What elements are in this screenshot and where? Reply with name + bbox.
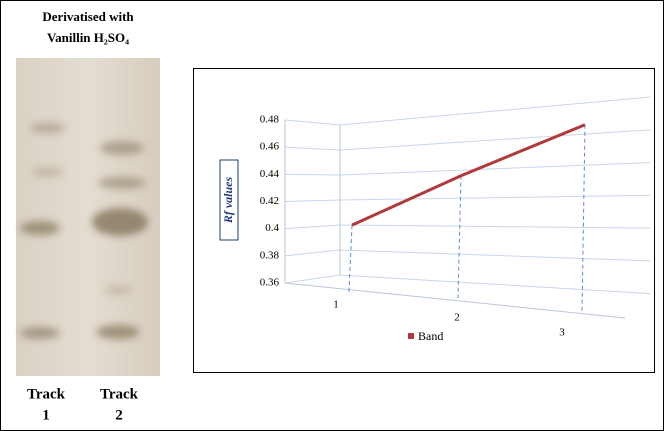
y-axis-label: Rf values: [221, 177, 235, 225]
track-label: 1: [42, 407, 50, 423]
drop-line: [581, 124, 586, 314]
y-tick-label: 0.38: [260, 249, 280, 261]
chart-frame: [193, 68, 655, 373]
legend-label: Band: [418, 329, 443, 343]
tlc-plate: [16, 58, 160, 376]
plate-title: Derivatised with: [42, 9, 134, 24]
x-tick-label: 3: [559, 327, 565, 339]
y-tick-label: 0.44: [260, 168, 280, 180]
track-label: 2: [115, 407, 123, 423]
plate-title: Vanillin H₂SO₄: [47, 30, 129, 45]
series-line: [351, 123, 586, 227]
y-tick-label: 0.46: [260, 141, 280, 153]
legend-swatch: [408, 333, 414, 339]
y-tick-label: 0.4: [265, 222, 279, 234]
track-label: Track: [100, 386, 139, 402]
drop-line: [457, 175, 462, 299]
y-tick-label: 0.48: [260, 114, 280, 126]
x-tick-label: 2: [454, 312, 460, 324]
floor-front: [284, 282, 626, 319]
y-tick-label: 0.42: [260, 195, 279, 207]
x-tick-label: 1: [333, 299, 339, 311]
plot: 0.36 0.38 0.4 0.42 0.44 0.46 0.48 1 2 3 Band: [260, 96, 651, 343]
ylabel-box: [219, 159, 239, 241]
track-label: Track: [27, 386, 66, 402]
y-tick-label: 0.36: [260, 277, 280, 289]
